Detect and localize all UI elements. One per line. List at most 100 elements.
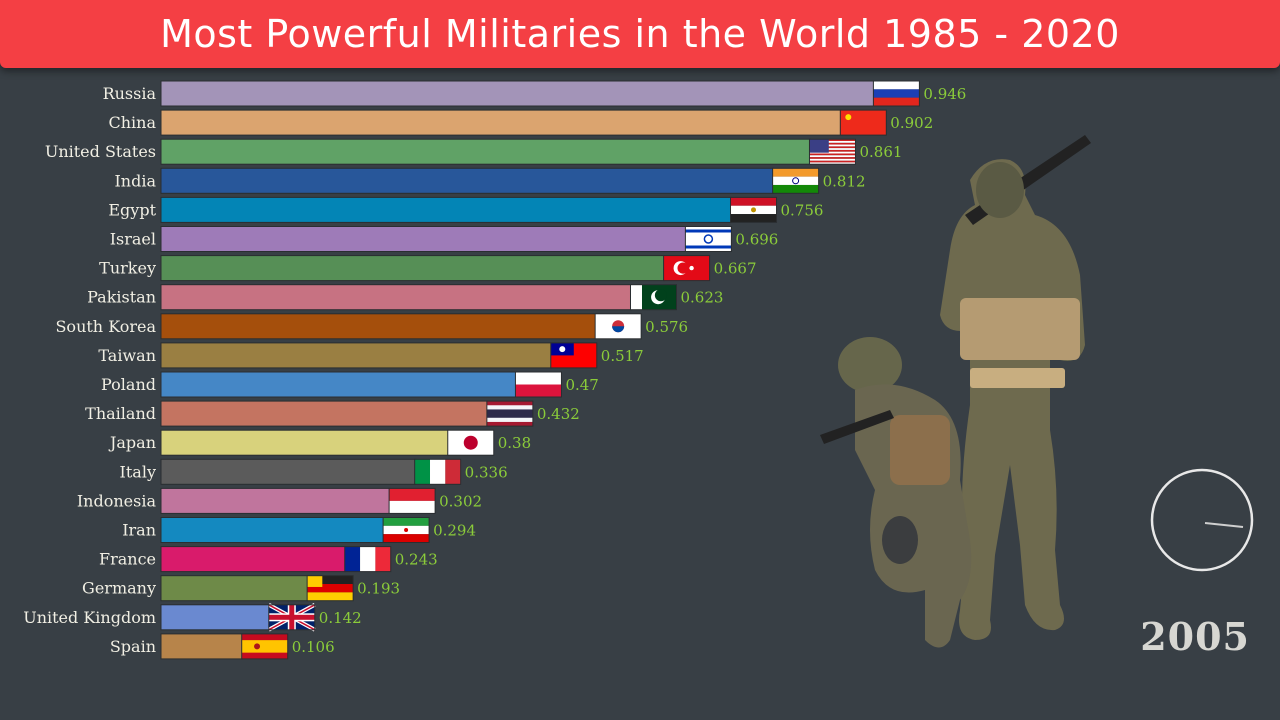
bar — [160, 226, 687, 252]
category-label: South Korea — [55, 317, 156, 336]
bar-row: Pakistan 0.623 — [87, 284, 723, 311]
category-label: Pakistan — [87, 288, 156, 307]
spain-flag-icon — [241, 633, 289, 660]
italy-flag-icon — [414, 458, 462, 485]
value-label: 0.432 — [537, 405, 580, 423]
bar-row: France 0.243 — [99, 546, 438, 573]
bar-row: United States 0.861 — [45, 138, 902, 165]
bar — [160, 487, 391, 514]
bar-row: Italy 0.336 — [120, 458, 508, 485]
category-label: Germany — [82, 579, 156, 598]
bar-row: Indonesia 0.302 — [77, 487, 482, 514]
bar — [160, 458, 417, 485]
category-label: Russia — [103, 84, 157, 103]
bar — [160, 546, 347, 573]
year-progress-clock — [1150, 468, 1254, 572]
value-label: 0.193 — [357, 580, 400, 598]
india-flag-icon — [772, 167, 820, 194]
indonesia-flag-icon — [388, 487, 436, 514]
standing-soldier — [940, 135, 1091, 640]
japan-flag-icon — [447, 429, 495, 456]
bar — [160, 575, 309, 602]
value-label: 0.812 — [823, 172, 866, 190]
bar-row: Turkey 0.667 — [99, 255, 757, 282]
value-label: 0.902 — [890, 114, 933, 132]
category-label: Italy — [120, 462, 156, 481]
chart-title: Most Powerful Militaries in the World 19… — [160, 12, 1120, 56]
value-label: 0.302 — [439, 492, 482, 510]
bar — [160, 196, 733, 223]
category-label: Indonesia — [77, 491, 157, 510]
bar — [160, 255, 666, 282]
bar — [160, 371, 517, 398]
category-label: Iran — [122, 521, 156, 540]
value-label: 0.142 — [319, 609, 362, 627]
value-label: 0.294 — [433, 522, 476, 540]
category-label: India — [114, 171, 156, 190]
value-label: 0.696 — [735, 231, 778, 249]
france-flag-icon — [344, 546, 392, 573]
iran-flag-icon — [382, 517, 430, 543]
value-label: 0.517 — [601, 347, 644, 365]
bar-row: Taiwan 0.517 — [98, 342, 644, 369]
bar-row: Iran 0.294 — [122, 517, 476, 543]
value-label: 0.667 — [714, 260, 757, 278]
bar — [160, 138, 811, 165]
uk-flag-icon — [267, 603, 316, 632]
value-label: 0.47 — [565, 376, 598, 394]
category-label: Taiwan — [98, 346, 156, 365]
value-label: 0.336 — [465, 463, 508, 481]
value-label: 0.106 — [292, 638, 335, 656]
bar-row: Japan 0.38 — [108, 429, 531, 456]
bar — [160, 633, 244, 660]
category-label: Israel — [110, 230, 156, 249]
bar-row: Poland 0.47 — [101, 371, 599, 398]
category-label: China — [108, 113, 156, 132]
category-label: Japan — [108, 433, 156, 452]
bar — [160, 313, 597, 340]
title-banner: Most Powerful Militaries in the World 19… — [0, 0, 1280, 68]
bar — [160, 167, 775, 194]
bar-row: Egypt 0.756 — [108, 196, 824, 223]
russia-flag-icon — [872, 80, 920, 107]
bar-row: Thailand 0.432 — [85, 400, 580, 427]
soldiers-illustration — [820, 135, 1091, 648]
category-label: United States — [45, 142, 156, 161]
germany-flag-icon — [306, 575, 354, 602]
bar — [160, 429, 450, 456]
israel-flag-icon — [684, 226, 732, 252]
value-label: 0.576 — [645, 318, 688, 336]
category-label: Egypt — [108, 200, 156, 219]
turkey-flag-icon — [663, 255, 711, 282]
bars-layer: Russia 0.946 China 0.902 United States 0.861 I… — [23, 80, 966, 660]
bar-row: China 0.902 — [108, 109, 933, 136]
bar-row: United Kingdom 0.142 — [23, 603, 362, 632]
bar — [160, 109, 842, 136]
category-label: Poland — [101, 375, 156, 394]
year-label: 2005 — [1140, 614, 1250, 659]
taiwan-flag-icon — [550, 342, 598, 369]
bar — [160, 517, 385, 543]
egypt-flag-icon — [730, 196, 778, 223]
bar-row: Russia 0.946 — [103, 80, 966, 107]
pakistan-flag-icon — [629, 284, 677, 311]
value-label: 0.946 — [923, 85, 966, 103]
category-label: Turkey — [99, 259, 156, 278]
south-korea-flag-icon — [594, 313, 642, 340]
bar-row: South Korea 0.576 — [55, 313, 688, 340]
category-label: Spain — [110, 637, 156, 656]
bar-row: Israel 0.696 — [110, 226, 778, 252]
value-label: 0.243 — [395, 551, 438, 569]
bar — [160, 80, 875, 107]
bar — [160, 284, 632, 311]
bar — [160, 604, 271, 631]
kneeling-soldier — [820, 337, 972, 648]
bar — [160, 342, 553, 369]
bar-row: Germany 0.193 — [82, 575, 400, 602]
value-label: 0.38 — [498, 434, 531, 452]
category-label: United Kingdom — [23, 608, 156, 627]
category-label: Thailand — [85, 404, 156, 423]
bar-row: Spain 0.106 — [110, 633, 335, 660]
value-label: 0.756 — [781, 201, 824, 219]
clock-hand — [1204, 522, 1244, 528]
